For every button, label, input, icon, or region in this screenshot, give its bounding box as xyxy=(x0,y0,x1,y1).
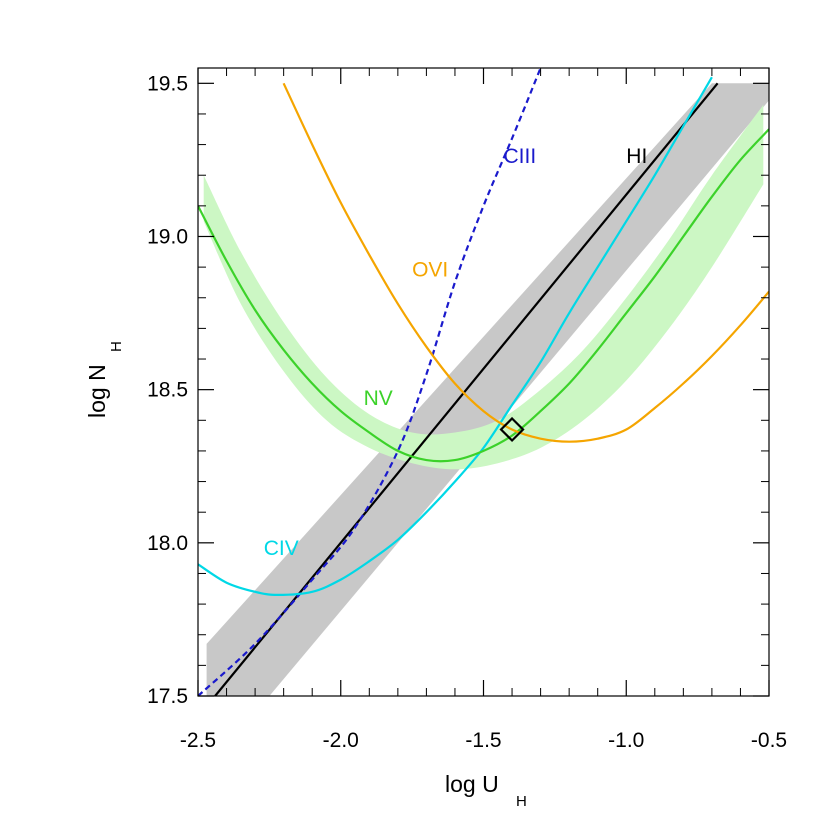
y-tick-label: 17.5 xyxy=(147,685,188,708)
x-axis-title: log U xyxy=(445,771,499,797)
x-tick-label: -0.5 xyxy=(751,729,787,752)
x-axis-title-subscript: H xyxy=(516,793,527,810)
series-nv-line xyxy=(198,128,769,463)
x-tick-label: -2.0 xyxy=(323,729,359,752)
y-axis-title: log N xyxy=(84,364,110,418)
label-hi: HI xyxy=(626,145,647,168)
y-tick-label: 18.0 xyxy=(147,532,188,555)
label-nv: NV xyxy=(364,387,393,410)
x-tick-label: -1.0 xyxy=(608,729,644,752)
x-tick-label: -2.5 xyxy=(180,729,216,752)
label-civ: CIV xyxy=(264,537,299,560)
y-tick-label: 18.5 xyxy=(147,379,188,402)
y-tick-label: 19.5 xyxy=(147,72,188,95)
series-ciii-line xyxy=(198,68,542,696)
y-axis-title-subscript: H xyxy=(108,341,125,352)
label-ciii: CIII xyxy=(504,145,537,168)
series-civ-line xyxy=(198,76,713,597)
hi-band xyxy=(206,83,769,696)
series-layer xyxy=(198,68,769,696)
x-tick-label: -1.5 xyxy=(465,729,501,752)
nv-band xyxy=(203,104,764,470)
series-ovi-line xyxy=(282,82,769,443)
marker-layer xyxy=(499,416,525,443)
curve-labels-layer: CIII HI OVI NV CIV xyxy=(264,145,648,560)
label-ovi: OVI xyxy=(412,258,448,281)
ticks-layer: -2.5 -2.0 -1.5 -1.0 -0.5 17.5 18.0 18.5 19.0 19.5 xyxy=(147,68,787,752)
solution-diamond-marker xyxy=(499,416,525,443)
y-tick-label: 19.0 xyxy=(147,225,188,248)
bands-layer xyxy=(203,83,769,696)
